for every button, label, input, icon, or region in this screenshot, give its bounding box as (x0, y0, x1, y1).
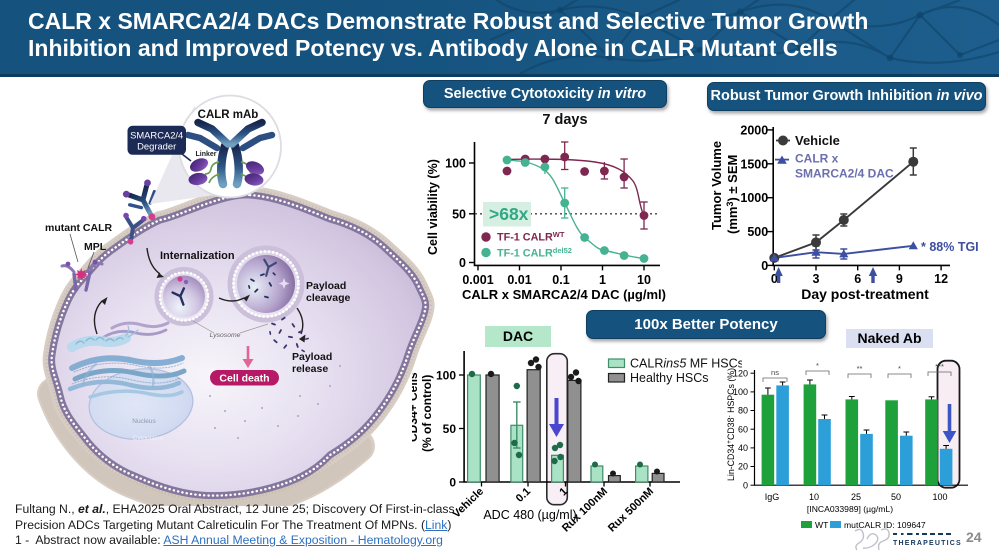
svg-text:100: 100 (445, 157, 466, 171)
svg-text:40: 40 (738, 443, 748, 453)
svg-text:100: 100 (733, 387, 748, 397)
svg-text:IgG: IgG (765, 492, 780, 502)
svg-text:Rux 500nM: Rux 500nM (606, 486, 656, 535)
svg-text:CALRins5 MF HSCs: CALRins5 MF HSCs (630, 357, 742, 371)
svg-text:* 88% TGI: * 88% TGI (921, 240, 979, 254)
svg-text:THERAPEUTICS: THERAPEUTICS (893, 540, 962, 547)
svg-text:10: 10 (637, 273, 651, 287)
svg-text:12: 12 (934, 272, 948, 286)
svg-text:9: 9 (896, 272, 903, 286)
svg-text:1500: 1500 (740, 157, 768, 171)
svg-text:WT: WT (815, 520, 829, 530)
svg-text:25: 25 (851, 492, 861, 502)
svg-text:0: 0 (771, 272, 778, 286)
svg-text:(mm3) ± SEM: (mm3) ± SEM (725, 155, 740, 234)
svg-text:50: 50 (443, 422, 457, 436)
svg-text:20: 20 (738, 462, 748, 472)
svg-text:Linker: Linker (195, 151, 216, 158)
svg-text:100: 100 (932, 492, 947, 502)
svg-text:Cytoplasm: Cytoplasm (133, 435, 164, 442)
svg-text:***: *** (935, 362, 944, 371)
svg-text:50: 50 (452, 207, 466, 221)
svg-text:Lysosome: Lysosome (210, 332, 241, 339)
svg-text:TF-1 CALRdel52: TF-1 CALRdel52 (497, 246, 572, 260)
svg-text:CALR x: CALR x (795, 152, 839, 166)
svg-text:CD34+ Cells: CD34+ Cells (412, 372, 420, 442)
svg-text:Nucleus: Nucleus (132, 418, 156, 425)
svg-text:(% of control): (% of control) (420, 375, 434, 452)
svg-text:Vehicle: Vehicle (795, 133, 840, 148)
svg-text:mutant CALR: mutant CALR (45, 222, 112, 234)
svg-text:**: ** (857, 364, 863, 373)
svg-text:[INCA033989] (µg/mL): [INCA033989] (µg/mL) (807, 504, 893, 514)
svg-text:release: release (292, 363, 328, 375)
svg-text:0.01: 0.01 (507, 273, 531, 287)
svg-text:MPL: MPL (84, 241, 107, 253)
svg-text:1000: 1000 (740, 191, 768, 205)
svg-text:80: 80 (738, 406, 748, 416)
svg-text:3: 3 (813, 272, 820, 286)
svg-text:SMARCA2/4 DAC: SMARCA2/4 DAC (795, 167, 894, 181)
svg-text:cleavage: cleavage (306, 292, 351, 304)
svg-text:Degrader: Degrader (137, 141, 176, 152)
svg-text:120: 120 (733, 368, 748, 378)
svg-text:*: * (898, 364, 901, 373)
svg-text:2000: 2000 (740, 123, 768, 137)
svg-text:0: 0 (449, 475, 456, 489)
svg-text:500: 500 (747, 225, 768, 239)
svg-text:0.001: 0.001 (462, 273, 493, 287)
svg-text:0.1: 0.1 (552, 273, 569, 287)
svg-text:Cell death: Cell death (219, 373, 269, 385)
svg-text:Lin-CD34+CD38- HSPCs (%): Lin-CD34+CD38- HSPCs (%) (726, 368, 736, 481)
svg-text:>68x: >68x (489, 204, 529, 224)
svg-text:10: 10 (809, 492, 819, 502)
svg-text:SMARCA2/4: SMARCA2/4 (130, 130, 183, 141)
svg-text:Internalization: Internalization (160, 250, 235, 262)
svg-text:ADC 480 (µg/ml): ADC 480 (µg/ml) (483, 508, 576, 522)
svg-text:0: 0 (743, 480, 748, 490)
svg-text:Healthy HSCs: Healthy HSCs (630, 371, 709, 385)
svg-text:Cell viability (%): Cell viability (%) (426, 159, 440, 255)
svg-text:Payload: Payload (292, 351, 332, 363)
svg-text:100: 100 (436, 368, 456, 382)
svg-text:Day post-treatment: Day post-treatment (801, 286, 929, 302)
svg-text:TF-1 CALRWT: TF-1 CALRWT (497, 230, 565, 244)
svg-text:*: * (816, 361, 819, 370)
svg-text:50: 50 (891, 492, 901, 502)
svg-text:CALR x SMARCA2/4 DAC (µg/ml): CALR x SMARCA2/4 DAC (µg/ml) (462, 287, 666, 302)
svg-text:60: 60 (738, 424, 748, 434)
svg-text:Payload: Payload (306, 280, 346, 292)
svg-text:mutCALR ID: 109647: mutCALR ID: 109647 (844, 520, 926, 530)
svg-text:ns: ns (771, 368, 779, 377)
svg-text:Tumor Volume: Tumor Volume (709, 141, 724, 230)
svg-text:6: 6 (854, 272, 861, 286)
svg-text:CALR mAb: CALR mAb (198, 109, 259, 121)
svg-text:0: 0 (459, 256, 466, 270)
svg-text:1: 1 (599, 273, 606, 287)
svg-text:0: 0 (761, 259, 768, 273)
